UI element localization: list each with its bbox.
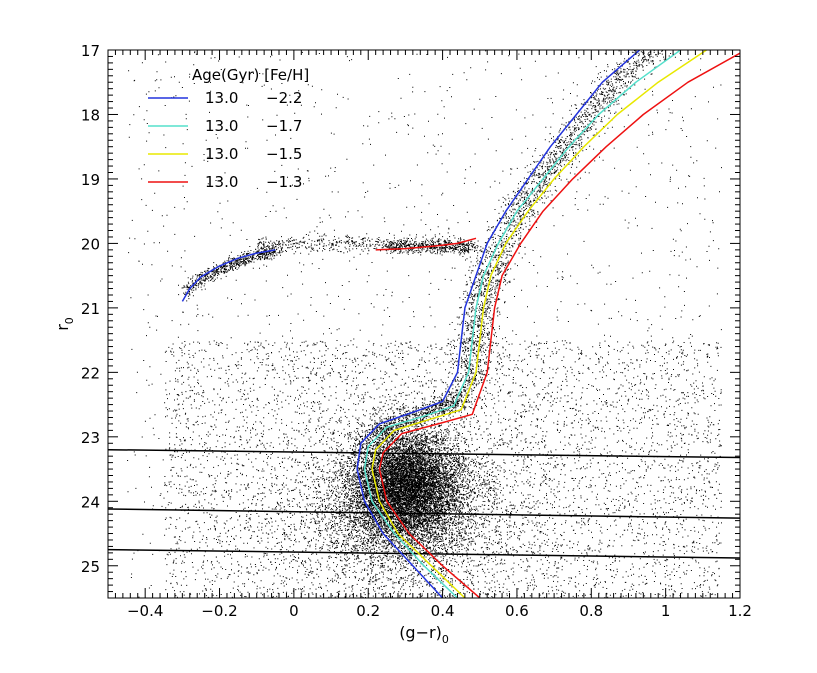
legend-age: 13.0 — [205, 89, 238, 107]
y-tick-label: 20 — [81, 235, 100, 253]
legend-header: Age(Gyr) [Fe/H] — [192, 66, 309, 84]
legend: Age(Gyr) [Fe/H] 13.0 −2.2 13.0 −1.7 13.0 −1.5… — [148, 66, 309, 191]
x-tick-label: −0.4 — [127, 602, 163, 620]
legend-age: 13.0 — [205, 117, 238, 135]
legend-feh: −1.5 — [266, 145, 302, 163]
isochrone-line-3 — [371, 50, 707, 598]
x-tick-label: 0.8 — [579, 602, 603, 620]
x-tick-labels: −0.4 −0.2 0 0.2 0.4 0.6 0.8 1 1.2 — [127, 602, 752, 620]
star-scatter-points — [127, 50, 722, 598]
model-lines — [108, 50, 740, 598]
y-tick-label: 24 — [81, 493, 100, 511]
x-tick-label: 0.2 — [356, 602, 380, 620]
completeness-line-3 — [108, 548, 740, 559]
y-tick-label: 17 — [81, 42, 100, 60]
x-tick-label: 0 — [289, 602, 299, 620]
legend-age: 13.0 — [205, 173, 238, 191]
plot-frame — [107, 49, 741, 599]
y-tick-labels: 17 18 19 20 21 22 23 24 25 — [81, 42, 100, 576]
horizontal-branch-line-2 — [375, 237, 477, 251]
completeness-line-1 — [108, 448, 740, 459]
y-tick-label: 23 — [81, 429, 100, 447]
isochrone-line-1 — [356, 50, 641, 598]
horizontal-branch-line-1 — [181, 249, 276, 302]
legend-age: 13.0 — [205, 145, 238, 163]
x-tick-label: −0.2 — [201, 602, 237, 620]
y-tick-label: 25 — [81, 558, 100, 576]
y-tick-label: 18 — [81, 106, 100, 124]
x-axis-label: (g−r)0 — [399, 623, 449, 646]
legend-feh: −1.7 — [266, 117, 302, 135]
x-tick-label: 1 — [661, 602, 671, 620]
y-tick-label: 22 — [81, 364, 100, 382]
x-tick-label: 0.4 — [431, 602, 455, 620]
completeness-line-2 — [108, 508, 740, 519]
legend-entries: 13.0 −2.2 13.0 −1.7 13.0 −1.5 13.0 −1.3 — [148, 89, 302, 191]
y-axis-label: r0 — [53, 317, 76, 331]
y-tick-label: 21 — [81, 300, 100, 318]
star-points — [127, 50, 722, 598]
legend-feh: −2.2 — [266, 89, 302, 107]
y-tick-label: 19 — [81, 171, 100, 189]
x-tick-label: 1.2 — [728, 602, 752, 620]
x-tick-label: 0.6 — [505, 602, 529, 620]
isochrone-line-4 — [378, 52, 740, 598]
axis-ticks — [108, 49, 741, 598]
legend-feh: −1.3 — [266, 173, 302, 191]
isochrone-line-2 — [363, 50, 681, 598]
